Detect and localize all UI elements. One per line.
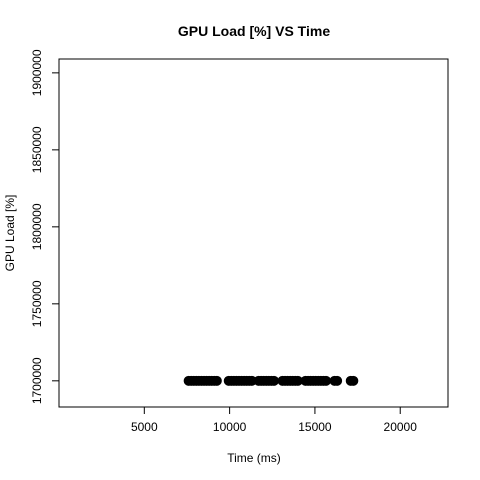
data-point (321, 375, 332, 386)
x-tick-label: 15000 (298, 420, 332, 434)
y-tick-label: 1900000 (30, 49, 44, 96)
data-point (268, 375, 279, 386)
y-axis: 1700000 1750000 1800000 1850000 1900000 (30, 49, 59, 404)
x-axis: 5000 10000 15000 20000 (131, 407, 417, 434)
data-points (183, 375, 359, 386)
y-tick-label: 1800000 (30, 203, 44, 250)
plot-area-frame (58, 58, 449, 408)
y-axis-label: GPU Load [%] (3, 195, 17, 272)
x-axis-label: Time (ms) (227, 451, 281, 465)
data-point (211, 375, 222, 386)
x-tick-label: 10000 (213, 420, 247, 434)
y-tick-label: 1750000 (30, 280, 44, 327)
chart-title: GPU Load [%] VS Time (178, 23, 330, 39)
y-tick-label: 1850000 (30, 126, 44, 173)
data-point (332, 375, 343, 386)
x-tick-label: 5000 (131, 420, 158, 434)
data-point (348, 375, 359, 386)
y-tick-label: 1700000 (30, 357, 44, 404)
x-tick-label: 20000 (384, 420, 418, 434)
